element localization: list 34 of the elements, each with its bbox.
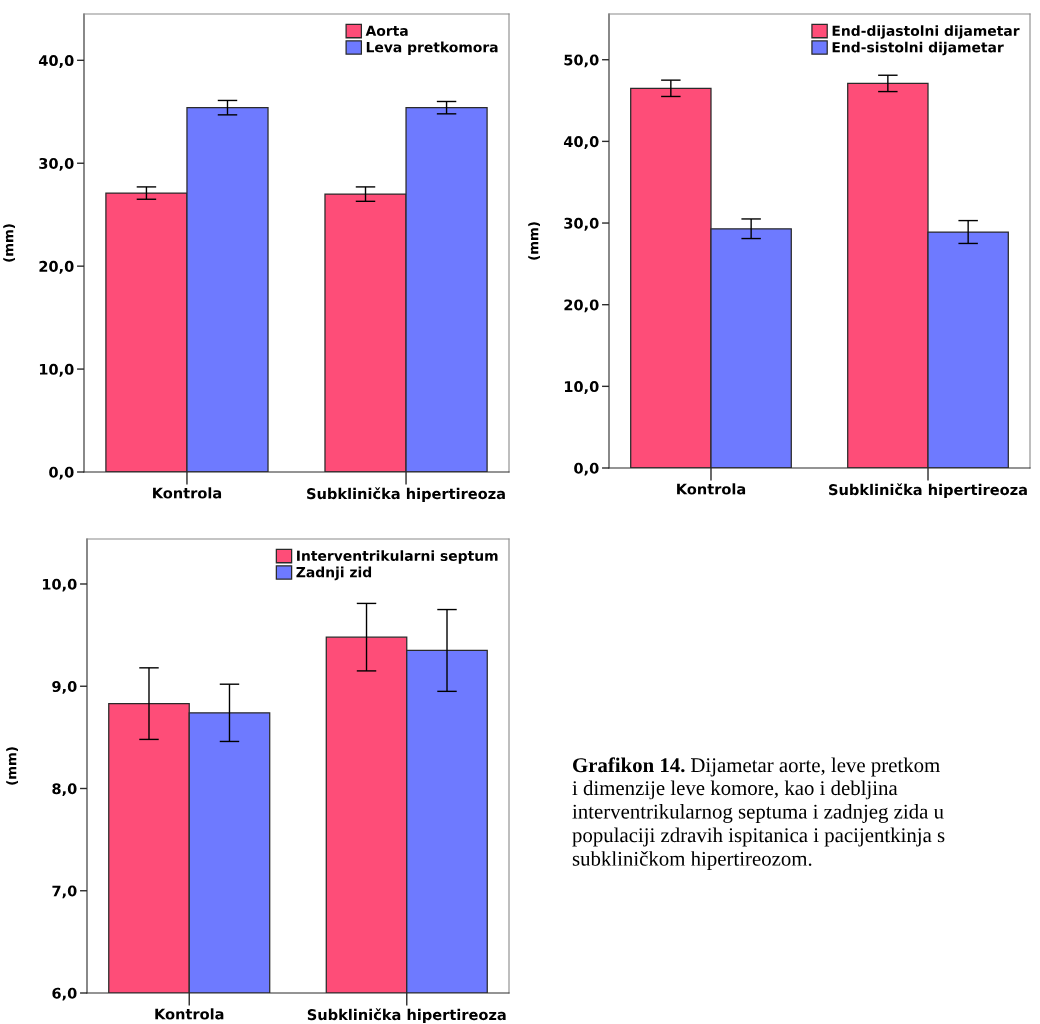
y-tick-label: 7,0 [52, 885, 77, 899]
y-tick-label: 10,0 [42, 578, 77, 592]
legend-label: End-sistolni dijametar [832, 41, 1004, 56]
text: Dijametar aorte, leve pretkom [690, 757, 940, 777]
y-axis-title: (mm) [528, 222, 540, 260]
x-tick-label: Kontrola [155, 1008, 224, 1020]
x-tick-label: Subklinička hipertireoza [307, 1008, 506, 1023]
y-tick-label: 30,0 [39, 157, 74, 171]
x-tick-label: Kontrola [153, 487, 222, 499]
x-tick-label: Subklinička hipertireoza [307, 487, 505, 502]
y-tick-label: 40,0 [563, 136, 599, 149]
y-tick-label: 20,0 [39, 260, 74, 274]
y-tick-label: 0,0 [49, 466, 74, 480]
x-tick-label: Subklinička hipertireoza [829, 483, 1027, 498]
y-tick-label: 9,0 [52, 680, 77, 694]
legend-label: Aorta [365, 25, 408, 36]
y-axis-title: (mm) [3, 224, 15, 262]
text: i dimenzije leve komore, kao i debljina interventrikularnog septuma i zadnjeg zida u populaciji zdravih ispitanica i pacijentkinja s subkliničkom hipertireozom. [572, 780, 945, 871]
legend-label: Interventrikularni septum [297, 550, 498, 564]
legend-label: Zadnji zid [296, 566, 372, 581]
y-tick-label: 40,0 [38, 55, 74, 68]
legend-label: Leva pretkomora [366, 41, 498, 56]
y-tick-label: 30,0 [564, 217, 599, 231]
y-axis-title: (mm) [6, 747, 18, 785]
legend-label: End-dijastolni dijametar [832, 25, 1020, 39]
y-tick-label: 10,0 [564, 381, 599, 394]
y-tick-label: 10,0 [39, 363, 74, 377]
y-tick-label: 8,0 [52, 783, 77, 797]
x-tick-label: Kontrola [677, 483, 746, 495]
y-tick-label: 6,0 [52, 987, 77, 1001]
y-tick-label: 20,0 [564, 299, 599, 313]
y-tick-label: 50,0 [564, 54, 599, 68]
text: Grafikon 14. [573, 757, 685, 773]
y-tick-label: 0,0 [574, 462, 599, 476]
